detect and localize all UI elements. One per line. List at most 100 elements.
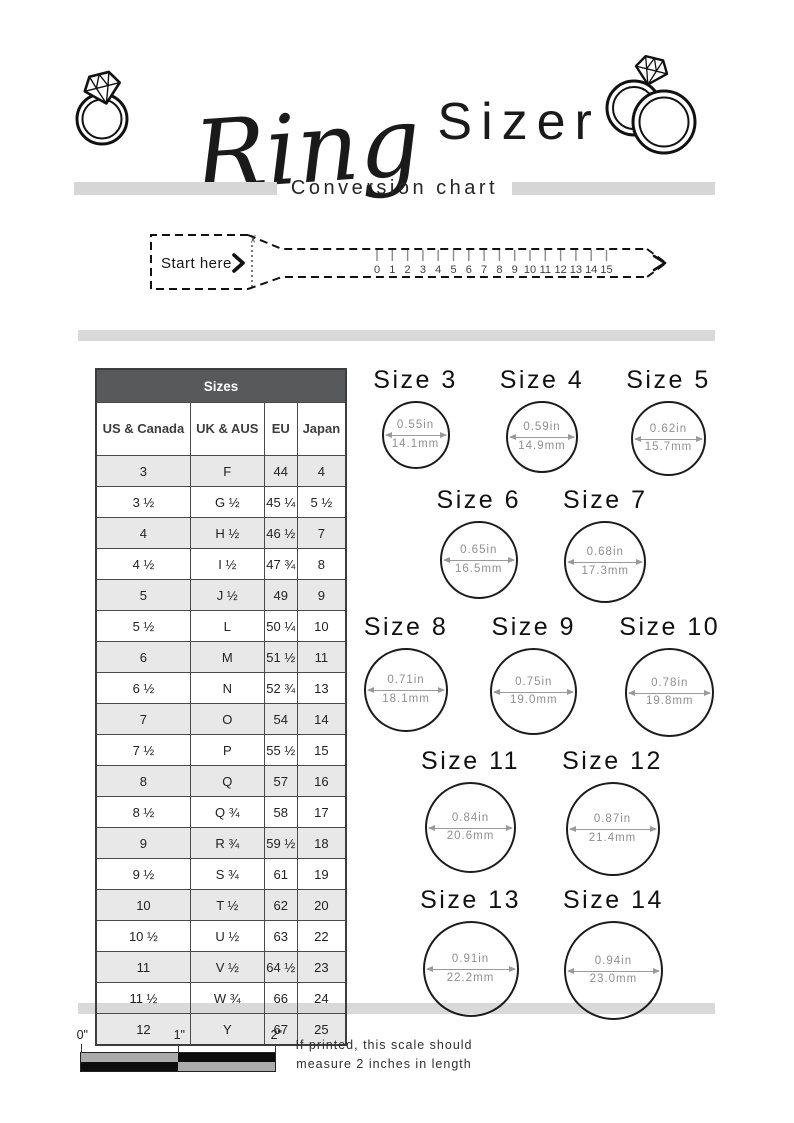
table-cell: 8 ½ xyxy=(95,796,191,828)
scale-segment xyxy=(81,1053,178,1062)
size-label: Size 6 xyxy=(436,486,521,514)
scale-label: 0" xyxy=(76,1028,88,1042)
table-cell: 67 xyxy=(263,1013,298,1046)
size-item: Size 13 0.91in 22.2mm xyxy=(420,886,521,1017)
size-item: Size 4 0.59in 14.9mm xyxy=(500,366,584,473)
table-header-row: US & Canada UK & AUS EU Japan xyxy=(95,402,347,456)
ring-sizer-tool: Start here ✂ 0 1 2 3 4 5 6 7 8 9 10 11 12 13 14 15 xyxy=(150,234,668,290)
table-cell: N xyxy=(189,672,265,704)
size-label: Size 13 xyxy=(420,886,521,914)
diameter-inches: 0.91in xyxy=(451,953,490,965)
table-cell: 12 xyxy=(95,1013,191,1046)
size-conversion-table: Sizes US & Canada UK & AUS EU Japan 3 F 44 4 3 … xyxy=(95,368,347,1046)
table-cell: 9 xyxy=(296,579,347,611)
diameter-arrow-icon xyxy=(566,967,660,974)
scale-segment xyxy=(178,1062,275,1071)
ruler-number: 6 xyxy=(466,264,472,276)
diameter-mm: 16.5mm xyxy=(454,562,503,575)
ruler-number: 13 xyxy=(570,264,582,276)
table-cell: 5 ½ xyxy=(95,610,191,642)
section-divider-bottom xyxy=(78,1003,715,1014)
diameter-mm: 18.1mm xyxy=(382,692,430,705)
table-cell: 23 xyxy=(296,951,347,983)
table-cell: 54 xyxy=(263,703,298,735)
subtitle-right-bar xyxy=(512,182,715,195)
table-cell: F xyxy=(189,455,265,487)
table-cell: J ½ xyxy=(189,579,265,611)
table-cell: M xyxy=(189,641,265,673)
diameter-mm: 17.3mm xyxy=(581,564,629,577)
table-row: 12 Y 67 25 xyxy=(95,1013,347,1046)
table-cell: 11 ½ xyxy=(95,982,191,1014)
print-scale: 0" 1" 2" xyxy=(76,1028,282,1072)
note-line-1: If printed, this scale should xyxy=(295,1038,473,1052)
table-cell: 15 xyxy=(296,734,347,766)
table-row: 7 ½ P 55 ½ 15 xyxy=(95,734,347,766)
size-label: Size 5 xyxy=(626,366,711,394)
size-circle: 0.55in 14.1mm xyxy=(381,401,450,469)
table-row: 11 V ½ 64 ½ 23 xyxy=(95,951,347,983)
note-line-2: measure 2 inches in length xyxy=(296,1057,472,1072)
ruler-number: 4 xyxy=(435,264,441,276)
table-row: 7 O 54 14 xyxy=(95,703,347,735)
size-label: Size 3 xyxy=(373,366,458,394)
scissors-icon: ✂ xyxy=(246,234,258,243)
diameter-arrow-icon xyxy=(493,688,575,695)
size-item: Size 5 0.62in 15.7mm xyxy=(626,366,710,476)
wedding-rings-icon xyxy=(605,54,697,155)
table-cell: 61 xyxy=(263,858,298,890)
table-cell: 9 xyxy=(95,827,191,859)
size-label: Size 11 xyxy=(421,747,521,775)
table-cell: 8 xyxy=(95,765,191,797)
table-cell: 10 xyxy=(95,889,191,921)
scale-tick xyxy=(275,1044,276,1053)
diameter-mm: 23.0mm xyxy=(589,973,638,985)
ruler-number: 8 xyxy=(496,264,502,276)
size-label: Size 12 xyxy=(562,747,663,775)
table-cell: 24 xyxy=(296,982,347,1014)
title-rest-word: Sizer xyxy=(437,93,601,151)
size-label: Size 8 xyxy=(363,613,449,641)
size-item: Size 11 0.84in 20.6mm xyxy=(421,747,520,873)
diameter-inches: 0.62in xyxy=(649,422,688,435)
diameter-inches: 0.75in xyxy=(515,675,553,688)
size-circle: 0.59in 14.9mm xyxy=(505,401,578,473)
scale-segment xyxy=(81,1062,178,1071)
diameter-mm: 15.7mm xyxy=(644,441,693,453)
ruler-number: 3 xyxy=(420,264,426,276)
ruler-number: 7 xyxy=(481,264,487,276)
table-cell: 4 xyxy=(296,455,347,487)
size-circle: 0.71in 18.1mm xyxy=(364,648,449,732)
size-item: Size 10 0.78in 19.8mm xyxy=(619,613,720,737)
table-cell: 20 xyxy=(296,889,347,921)
table-cell: 6 xyxy=(95,641,191,673)
table-cell: 3 xyxy=(95,455,191,487)
size-item: Size 3 0.55in 14.1mm xyxy=(373,366,457,469)
diameter-mm: 19.8mm xyxy=(645,695,694,707)
diameter-mm: 14.1mm xyxy=(391,437,440,450)
table-cell: 13 xyxy=(296,672,347,704)
table-cell: 18 xyxy=(296,827,347,859)
diameter-inches: 0.87in xyxy=(593,813,632,825)
table-cell: U ½ xyxy=(189,920,265,952)
table-row: 6 M 51 ½ 11 xyxy=(95,641,347,673)
size-circle: 0.84in 20.6mm xyxy=(425,782,517,873)
circle-row: Size 8 0.71in 18.1mm Size 9 0.75in 19.0mm Size… xyxy=(364,613,720,737)
table-cell: 9 ½ xyxy=(95,858,191,890)
table-cell: T ½ xyxy=(189,889,265,921)
table-cell: 57 xyxy=(263,765,298,797)
table-cell: 5 ½ xyxy=(296,486,347,518)
subtitle-row: Conversion chart xyxy=(74,177,715,200)
size-circle: 0.62in 15.7mm xyxy=(630,401,706,476)
table-cell: 25 xyxy=(296,1013,347,1046)
ruler-number: 11 xyxy=(540,264,551,276)
size-circle: 0.94in 23.0mm xyxy=(563,921,663,1020)
column-header: EU xyxy=(263,402,298,456)
start-chevron-icon xyxy=(232,253,245,273)
size-label: Size 10 xyxy=(619,613,721,641)
diameter-arrow-icon xyxy=(428,824,514,831)
